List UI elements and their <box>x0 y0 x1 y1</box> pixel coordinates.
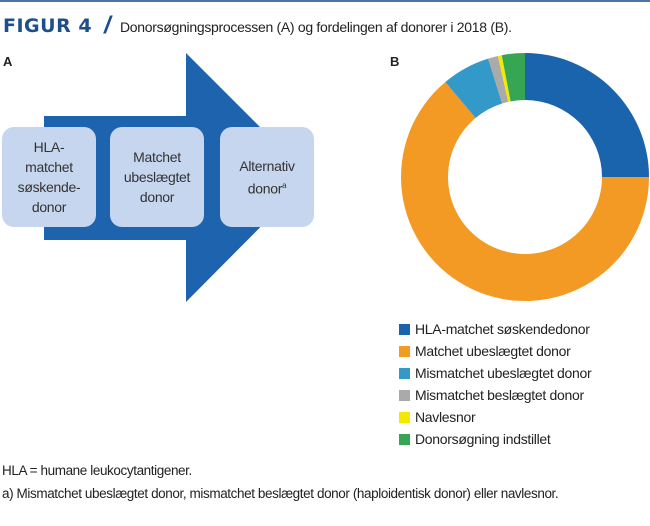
figure-label: FIGUR 4 <box>3 15 93 37</box>
legend-item: Donorsøgning indstillet <box>399 428 591 450</box>
donut-slice-3 <box>445 58 503 118</box>
footnote-hla: HLA = humane leukocytantigener. <box>2 463 192 478</box>
step-line: donor <box>247 180 283 197</box>
legend-swatch <box>399 345 410 357</box>
legend-swatch <box>399 411 410 423</box>
step-matched-unrelated-donor: Matchet ubeslægtet donor <box>110 127 204 227</box>
top-rule <box>0 0 650 2</box>
step-line: Alternativ <box>239 157 295 174</box>
legend-item: HLA-matchet søskendedonor <box>399 318 591 340</box>
donut-slice-6 <box>501 53 525 102</box>
footnote-marker: a <box>282 180 287 190</box>
legend-swatch <box>399 323 410 335</box>
step-line: ubeslægtet <box>123 169 191 185</box>
donut-slice-4 <box>488 55 509 104</box>
panel-b-label: B <box>390 54 400 69</box>
legend-item: Mismatchet beslægtet donor <box>399 384 591 406</box>
legend-label: Mismatchet beslægtet donor <box>415 387 584 403</box>
legend-swatch <box>399 367 410 379</box>
legend-item: Mismatchet ubeslægtet donor <box>399 362 592 384</box>
step-line: donor <box>31 199 67 215</box>
legend-label: HLA-matchet søskendedonor <box>415 321 590 337</box>
chart-legend: HLA-matchet søskendedonor Matchet ubeslæg… <box>399 318 592 450</box>
step-sibling-donor: HLA-matchet søskende-donor <box>2 127 96 227</box>
footnote-a: a) Mismatchet ubeslægtet donor, mismatch… <box>2 486 559 501</box>
donut-slice-1 <box>525 53 649 177</box>
legend-swatch <box>399 389 410 401</box>
step-line: Matchet <box>133 149 181 165</box>
donut-slice-5 <box>497 55 511 102</box>
step-line: donor <box>139 189 175 205</box>
legend-swatch <box>399 433 410 445</box>
step-line: matchet <box>25 159 73 175</box>
donut-chart <box>401 53 649 301</box>
title-separator: / <box>104 12 111 39</box>
step-line: søskende- <box>17 179 81 195</box>
step-line: HLA- <box>33 139 65 155</box>
figure-title: Donorsøgningsprocessen (A) og fordelinge… <box>120 19 512 35</box>
panel-a-label: A <box>3 54 13 69</box>
donut-slice-2 <box>401 81 649 301</box>
legend-label: Navlesnor <box>415 409 476 425</box>
legend-label: Donorsøgning indstillet <box>415 431 551 447</box>
legend-item: Matchet ubeslægtet donor <box>399 340 591 362</box>
legend-label: Mismatchet ubeslægtet donor <box>415 365 592 381</box>
step-alternative-donor: Alternativ donora <box>220 127 314 227</box>
legend-label: Matchet ubeslægtet donor <box>415 343 571 359</box>
legend-item: Navlesnor <box>399 406 591 428</box>
